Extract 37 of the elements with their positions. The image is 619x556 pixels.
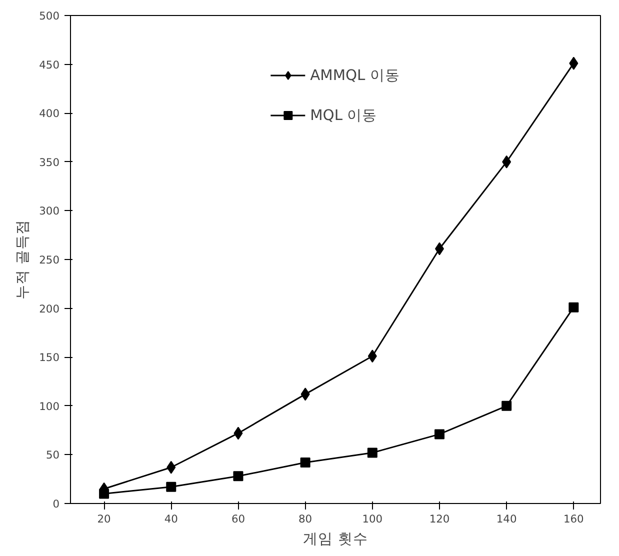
point (166, 482, 176, 492)
point (502, 400, 512, 411)
x-tick-label: 100 (362, 512, 383, 526)
y-tick-label: 450 (39, 58, 60, 72)
point (502, 155, 512, 168)
y-tick-label: 300 (39, 204, 60, 218)
legend-label: AMMQL 이동 (310, 66, 400, 84)
x-tick-label: 120 (429, 512, 450, 526)
x-tick-label: 40 (164, 512, 178, 526)
x-tick-label: 20 (97, 512, 112, 526)
point (234, 426, 243, 440)
x-tick-label: 160 (563, 512, 584, 526)
point (568, 302, 579, 312)
point (233, 471, 244, 482)
y-tick-label: 0 (52, 498, 60, 510)
y-tick-label: 200 (39, 302, 60, 316)
x-tick-label: 80 (298, 512, 312, 526)
y-tick-label: 50 (46, 448, 60, 462)
point (434, 429, 444, 440)
point (434, 242, 444, 256)
y-axis-title: 누적 골득점 (14, 220, 32, 300)
point (300, 388, 310, 401)
x-tick-label: 60 (231, 512, 246, 526)
y-tick-label: 400 (39, 107, 60, 120)
legend-label: MQL 이동 (310, 106, 378, 124)
y-tick-label: 350 (39, 156, 60, 169)
point (166, 460, 176, 474)
point (569, 56, 578, 70)
y-tick-label: 500 (39, 10, 60, 22)
point (368, 350, 377, 363)
y-tick-label: 150 (39, 351, 60, 364)
x-axis-title: 게임 횟수 (303, 530, 368, 548)
point (300, 458, 310, 468)
y-tick-label: 250 (39, 254, 60, 266)
point (367, 448, 378, 458)
x-tick-label: 140 (496, 512, 517, 526)
y-tick-label: 100 (39, 400, 60, 413)
